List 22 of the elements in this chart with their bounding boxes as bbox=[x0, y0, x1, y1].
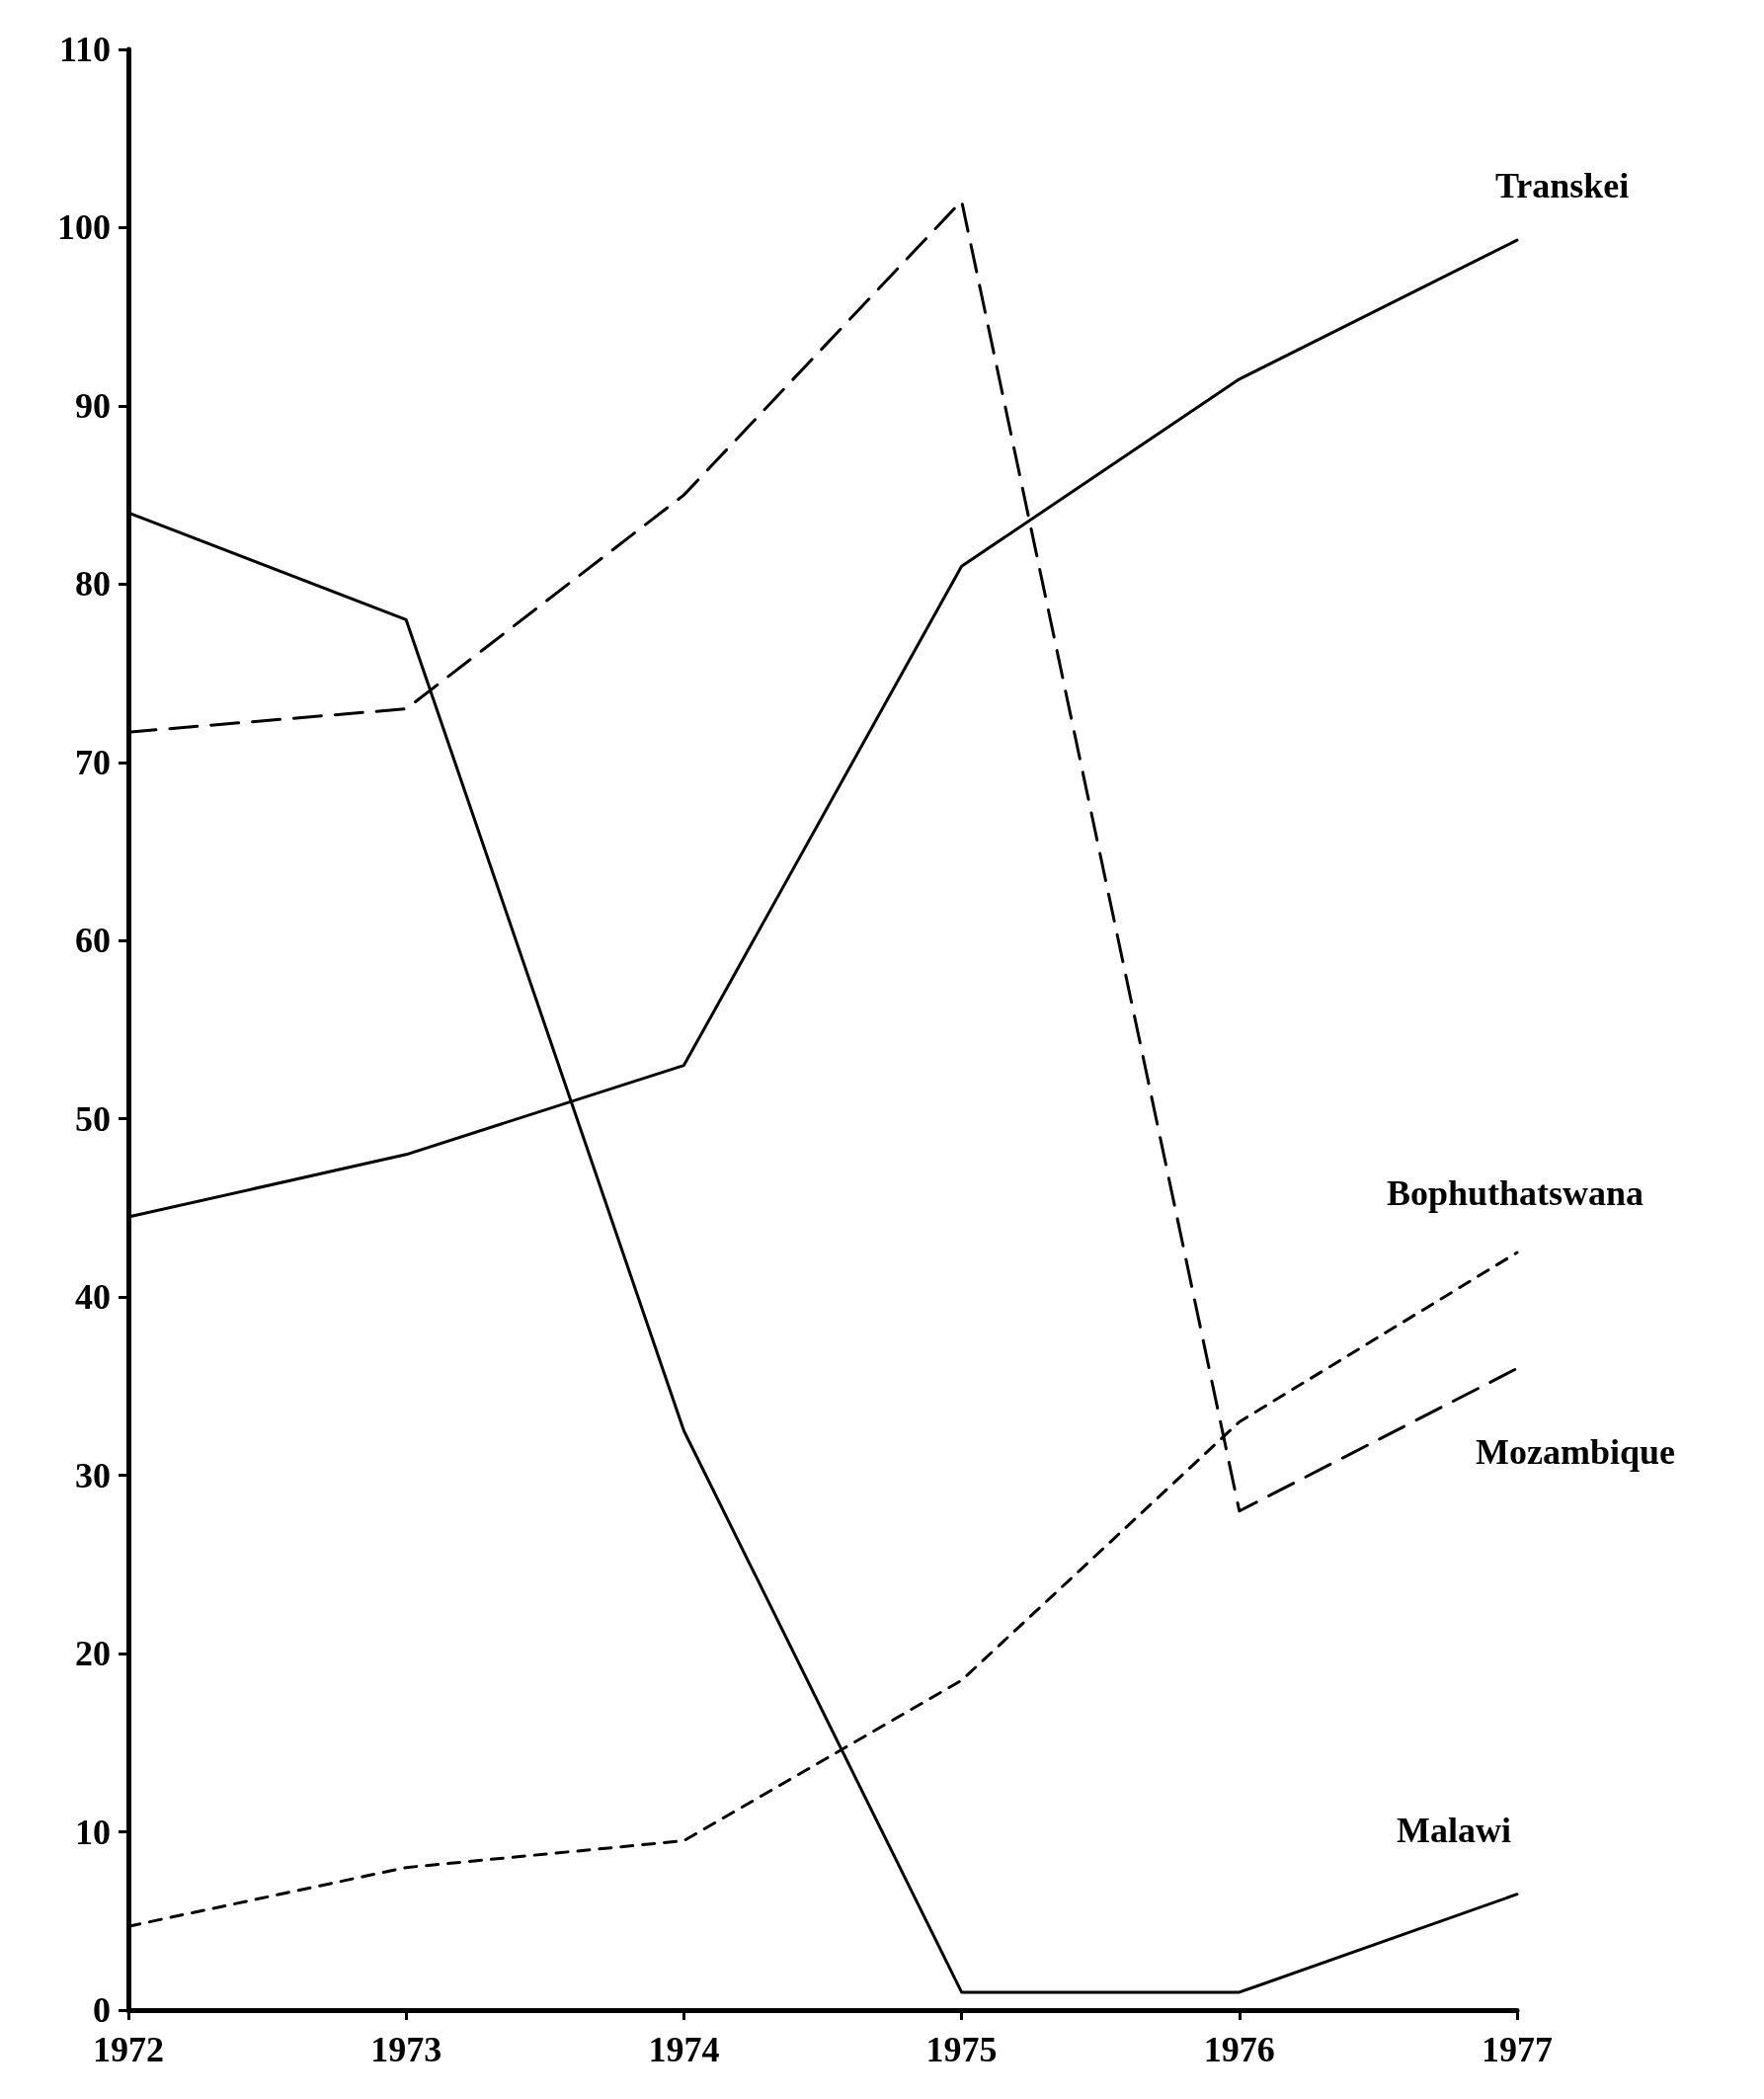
y-tick-label: 90 bbox=[75, 385, 111, 426]
y-tick-label: 70 bbox=[75, 742, 111, 782]
x-tick-label: 1976 bbox=[1203, 2030, 1275, 2069]
y-tick-label: 40 bbox=[75, 1277, 111, 1318]
y-tick-label: 60 bbox=[75, 921, 111, 961]
x-tick-label: 1972 bbox=[93, 2030, 164, 2069]
x-tick-label: 1974 bbox=[648, 2030, 720, 2069]
y-tick-label: 10 bbox=[75, 1812, 111, 1852]
series-label: Malawi bbox=[1397, 1810, 1511, 1850]
y-tick-label: 20 bbox=[75, 1634, 111, 1674]
y-tick-label: 30 bbox=[75, 1455, 111, 1495]
x-tick-label: 1977 bbox=[1482, 2030, 1553, 2069]
series-label: Bophuthatswana bbox=[1387, 1173, 1644, 1214]
series-label: Transkei bbox=[1495, 166, 1630, 206]
x-tick-label: 1975 bbox=[925, 2030, 998, 2069]
series-label: Mozambique bbox=[1476, 1432, 1676, 1473]
y-tick-label: 100 bbox=[57, 207, 111, 248]
y-tick-label: 110 bbox=[58, 30, 111, 69]
y-tick-label: 0 bbox=[93, 1990, 111, 2030]
y-tick-label: 50 bbox=[75, 1098, 111, 1139]
y-tick-label: 80 bbox=[75, 564, 111, 605]
x-tick-label: 1973 bbox=[370, 2030, 442, 2069]
